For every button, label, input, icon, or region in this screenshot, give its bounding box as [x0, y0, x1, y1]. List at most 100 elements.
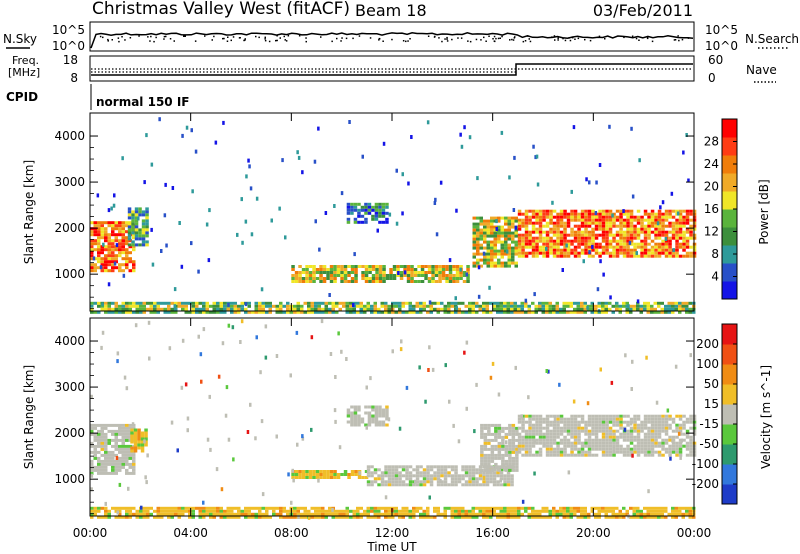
heatmap-cell — [319, 476, 323, 479]
nsearch-point — [446, 40, 449, 42]
heatmap-cell — [359, 310, 363, 314]
heatmap-cell — [552, 304, 556, 308]
heatmap-cell — [468, 515, 472, 519]
heatmap-cell — [633, 245, 637, 249]
heatmap-cell — [373, 468, 378, 472]
heatmap-cell — [237, 307, 241, 311]
heatmap-cell — [412, 307, 416, 311]
heatmap-cell — [275, 304, 279, 308]
heatmap-cell — [657, 444, 662, 448]
heatmap-cell — [326, 268, 330, 271]
heatmap-cell — [556, 215, 560, 219]
heatmap-cell — [664, 215, 669, 219]
heatmap-cell — [504, 234, 508, 238]
heatmap-cell — [528, 420, 532, 424]
heatmap-cell — [618, 307, 622, 311]
heatmap-cell — [584, 224, 588, 228]
heatmap-cell — [433, 201, 437, 205]
heatmap-cell — [308, 274, 313, 277]
heatmap-cell — [594, 423, 599, 427]
heatmap-cell — [422, 483, 427, 487]
heatmap-cell — [654, 251, 658, 255]
heatmap-cell — [317, 478, 320, 483]
heatmap-cell — [216, 307, 220, 311]
heatmap-cell — [392, 265, 397, 268]
heatmap-cell — [657, 209, 662, 213]
heatmap-cell — [324, 307, 328, 311]
heatmap-cell — [654, 435, 658, 439]
heatmap-cell — [127, 231, 132, 235]
colorbar-tick-label: -50 — [699, 437, 719, 451]
heatmap-cell — [408, 304, 412, 308]
heatmap-cell — [489, 515, 493, 519]
nsearch-point — [305, 37, 307, 39]
heatmap-cell — [601, 453, 606, 457]
heatmap-cell — [132, 456, 136, 460]
heatmap-cell — [279, 301, 283, 305]
heatmap-cell — [146, 515, 150, 519]
heatmap-cell — [125, 459, 129, 463]
heatmap-cell — [599, 367, 602, 372]
heatmap-cell — [528, 251, 532, 255]
heatmap-cell — [132, 301, 136, 305]
heatmap-cell — [555, 515, 559, 519]
nsearch-point — [211, 39, 213, 41]
heatmap-cell — [566, 233, 571, 237]
heatmap-cell — [291, 473, 295, 476]
heatmap-cell — [685, 453, 690, 457]
heatmap-cell — [643, 227, 648, 231]
nsearch-point — [651, 40, 654, 43]
heatmap-cell — [111, 227, 115, 231]
heatmap-cell — [135, 301, 139, 305]
heatmap-cell — [97, 468, 101, 472]
nsearch-point — [511, 38, 513, 41]
heatmap-cell — [307, 310, 311, 314]
heatmap-cell — [447, 471, 451, 475]
heatmap-cell — [601, 301, 605, 305]
heatmap-cell — [671, 441, 676, 445]
heatmap-cell — [457, 310, 461, 314]
heatmap-cell — [141, 219, 146, 223]
heatmap-cell — [127, 210, 132, 214]
heatmap-cell — [528, 414, 532, 418]
heatmap-cell — [514, 243, 518, 247]
nsearch-point — [232, 36, 235, 38]
heatmap-cell — [356, 509, 360, 513]
heatmap-cell — [685, 506, 689, 510]
colorbar-swatch — [722, 245, 737, 264]
heatmap-cell — [506, 483, 511, 487]
heatmap-cell — [605, 218, 609, 222]
heatmap-cell — [223, 509, 227, 513]
nsearch-point — [107, 38, 109, 41]
heatmap-cell — [675, 233, 679, 237]
heatmap-cell — [195, 307, 199, 311]
heatmap-cell — [475, 480, 479, 484]
y-tick-label: 4000 — [54, 334, 85, 348]
heatmap-cell — [475, 477, 479, 481]
heatmap-cell — [405, 477, 409, 481]
heatmap-cell — [622, 242, 627, 246]
heatmap-cell — [664, 515, 668, 519]
heatmap-cell — [668, 245, 672, 249]
heatmap-cell — [364, 274, 369, 277]
heatmap-cell — [503, 310, 507, 314]
heatmap-cell — [310, 335, 314, 340]
heatmap-cell — [333, 408, 337, 413]
heatmap-cell — [191, 307, 195, 311]
heatmap-cell — [317, 126, 320, 131]
heatmap-cell — [594, 414, 599, 418]
heatmap-cell — [629, 450, 634, 454]
heatmap-cell — [443, 477, 448, 481]
heatmap-cell — [556, 212, 560, 216]
heatmap-cell — [577, 450, 581, 454]
heatmap-cell — [591, 441, 595, 445]
heatmap-cell — [385, 274, 390, 277]
heatmap-cell — [214, 140, 218, 145]
heatmap-cell — [675, 414, 679, 418]
heatmap-cell — [636, 254, 641, 258]
heatmap-cell — [90, 233, 94, 237]
heatmap-cell — [487, 438, 491, 442]
heatmap-cell — [528, 236, 532, 240]
heatmap-cell — [622, 301, 626, 305]
heatmap-cell — [545, 444, 550, 448]
